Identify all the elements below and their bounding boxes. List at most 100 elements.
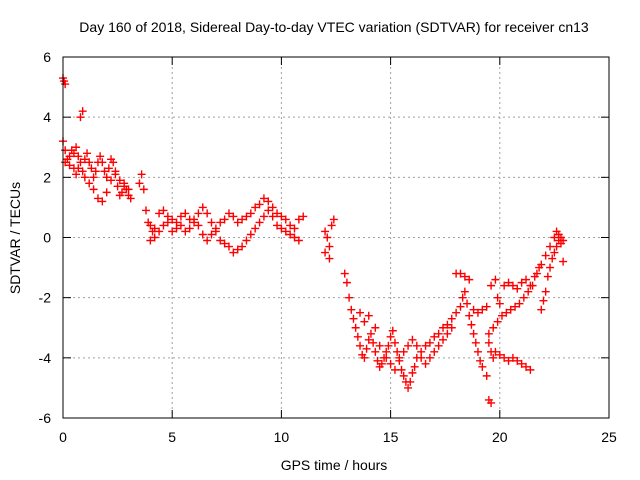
- data-point: [85, 179, 94, 188]
- data-point: [550, 248, 559, 257]
- data-point: [546, 263, 555, 272]
- data-point: [85, 158, 94, 167]
- y-tick-label: -6: [39, 410, 52, 426]
- data-point: [268, 203, 277, 212]
- data-point: [353, 332, 362, 341]
- data-point: [349, 314, 358, 323]
- data-point: [517, 359, 526, 368]
- data-point: [528, 281, 537, 290]
- data-point: [513, 356, 522, 365]
- data-point: [489, 323, 498, 332]
- data-point: [408, 368, 417, 377]
- data-point: [421, 359, 430, 368]
- data-point: [264, 197, 273, 206]
- data-point: [181, 209, 190, 218]
- data-point: [181, 227, 190, 236]
- data-point: [325, 254, 334, 263]
- data-point: [430, 347, 439, 356]
- data-point: [69, 149, 78, 158]
- x-tick-label: 10: [274, 429, 290, 445]
- data-point: [163, 218, 172, 227]
- data-point: [366, 329, 375, 338]
- x-tick-label: 5: [168, 429, 176, 445]
- data-point: [98, 158, 107, 167]
- data-point: [404, 341, 413, 350]
- data-point: [469, 305, 478, 314]
- data-point: [251, 203, 260, 212]
- data-point: [469, 329, 478, 338]
- data-point: [104, 164, 113, 173]
- data-point: [513, 284, 522, 293]
- data-point: [364, 335, 373, 344]
- data-point: [443, 320, 452, 329]
- data-point: [537, 305, 546, 314]
- data-point: [460, 272, 469, 281]
- data-point: [360, 317, 369, 326]
- data-point: [76, 158, 85, 167]
- data-point: [107, 176, 116, 185]
- data-point: [522, 275, 531, 284]
- data-point: [541, 287, 550, 296]
- data-point: [421, 341, 430, 350]
- data-point: [168, 227, 177, 236]
- data-point: [89, 173, 98, 182]
- data-point: [375, 341, 384, 350]
- data-point: [473, 308, 482, 317]
- data-point: [159, 221, 168, 230]
- data-point: [515, 299, 524, 308]
- data-point: [159, 206, 168, 215]
- data-point: [211, 227, 220, 236]
- data-point: [452, 308, 461, 317]
- data-point: [120, 179, 129, 188]
- data-point: [412, 341, 421, 350]
- data-point: [425, 338, 434, 347]
- data-point: [80, 155, 89, 164]
- data-point: [190, 215, 199, 224]
- data-point: [434, 329, 443, 338]
- data-point: [224, 209, 233, 218]
- data-point: [96, 152, 105, 161]
- data-point: [294, 236, 303, 245]
- data-point: [371, 323, 380, 332]
- data-point: [559, 257, 568, 266]
- data-point: [471, 338, 480, 347]
- data-point: [487, 281, 496, 290]
- data-point: [508, 353, 517, 362]
- data-point: [504, 278, 513, 287]
- data-point: [377, 359, 386, 368]
- data-point: [216, 236, 225, 245]
- data-point: [299, 212, 308, 221]
- data-point: [456, 269, 465, 278]
- data-point: [65, 161, 74, 170]
- data-point: [347, 305, 356, 314]
- data-point: [176, 212, 185, 221]
- data-point: [172, 224, 181, 233]
- data-point: [259, 194, 268, 203]
- data-point: [109, 158, 118, 167]
- data-point: [168, 215, 177, 224]
- data-point: [369, 338, 378, 347]
- data-point: [511, 302, 520, 311]
- y-tick-label: 0: [43, 230, 51, 246]
- data-point: [155, 227, 164, 236]
- data-point: [259, 212, 268, 221]
- data-point: [198, 230, 207, 239]
- x-tick-label: 25: [601, 429, 617, 445]
- sdtvar-trace-d: [356, 236, 568, 374]
- data-point: [238, 242, 247, 251]
- data-point: [425, 353, 434, 362]
- data-point: [233, 245, 242, 254]
- data-point: [277, 212, 286, 221]
- data-point: [220, 239, 229, 248]
- data-point: [495, 350, 504, 359]
- data-point: [386, 359, 395, 368]
- y-axis-label: SDTVAR / TECUs: [7, 182, 23, 294]
- data-point: [80, 173, 89, 182]
- data-point: [384, 341, 393, 350]
- data-point: [371, 347, 380, 356]
- data-point: [439, 335, 448, 344]
- data-point: [229, 248, 238, 257]
- data-point: [473, 347, 482, 356]
